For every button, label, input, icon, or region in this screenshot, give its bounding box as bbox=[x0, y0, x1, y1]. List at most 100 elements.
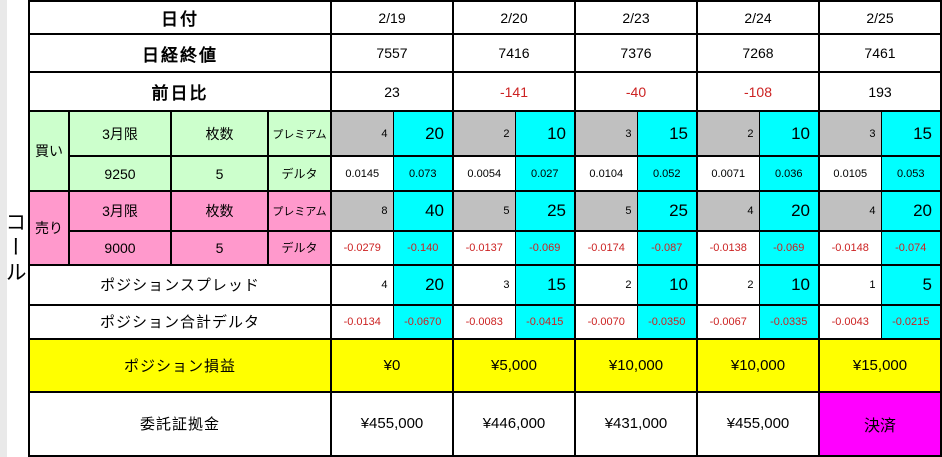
margin-cell: ¥431,000 bbox=[574, 390, 698, 457]
sell-premium-total-cell: 25 bbox=[636, 190, 698, 233]
buy-delta-unit-cell: 0.0071 bbox=[696, 155, 760, 193]
options-position-table: 日付 2/19 2/20 2/23 2/24 2/25 日経終値 7557 74… bbox=[28, 0, 942, 457]
buy-delta-total-cell: 0.052 bbox=[636, 155, 698, 193]
nikkei-close-header: 日経終値 bbox=[28, 33, 332, 74]
buy-premium-unit-cell: 2 bbox=[696, 110, 760, 158]
day-change-row: 前日比 23 -141 -40 -108 193 bbox=[28, 71, 942, 113]
spread-total-cell: 20 bbox=[392, 263, 454, 306]
buy-premium-unit-cell: 4 bbox=[330, 110, 394, 158]
date-row-header: 日付 bbox=[28, 0, 332, 36]
pnl-cell: ¥10,000 bbox=[574, 337, 698, 393]
buy-delta-unit-cell: 0.0105 bbox=[818, 155, 882, 193]
spread-total-cell: 10 bbox=[758, 263, 820, 306]
close-cell: 7557 bbox=[330, 33, 454, 74]
sell-lots-header: 枚数 bbox=[170, 190, 269, 233]
close-cell: 7416 bbox=[452, 33, 576, 74]
pnl-cell: ¥15,000 bbox=[818, 337, 942, 393]
sell-delta-total-cell: -0.069 bbox=[514, 230, 576, 266]
pnl-cell: ¥10,000 bbox=[696, 337, 820, 393]
buy-delta-row: 9250 5 デルタ 0.0145 0.073 0.0054 0.027 0.0… bbox=[29, 155, 942, 193]
change-cell: 23 bbox=[330, 71, 454, 113]
sell-premium-total-cell: 20 bbox=[880, 190, 942, 233]
total-delta-unit-cell: -0.0067 bbox=[696, 303, 760, 340]
sell-delta-label: デルタ bbox=[267, 230, 332, 266]
total-delta-total-cell: -0.0670 bbox=[392, 303, 454, 340]
buy-premium-label: プレミアム bbox=[267, 110, 332, 158]
date-cell: 2/23 bbox=[574, 0, 698, 36]
sell-premium-label: プレミアム bbox=[267, 190, 332, 233]
buy-premium-total-cell: 10 bbox=[758, 110, 820, 158]
spread-unit-cell: 4 bbox=[330, 263, 394, 306]
pnl-cell: ¥0 bbox=[330, 337, 454, 393]
sell-premium-total-cell: 20 bbox=[758, 190, 820, 233]
pnl-cell: ¥5,000 bbox=[452, 337, 576, 393]
buy-delta-total-cell: 0.036 bbox=[758, 155, 820, 193]
settlement-cell: 決済 bbox=[818, 390, 942, 457]
day-change-header: 前日比 bbox=[28, 71, 332, 113]
spread-unit-cell: 3 bbox=[452, 263, 516, 306]
sell-premium-unit-cell: 4 bbox=[696, 190, 760, 233]
call-side-label: コール bbox=[3, 210, 26, 286]
buy-delta-label: デルタ bbox=[267, 155, 332, 193]
buy-premium-unit-cell: 3 bbox=[818, 110, 882, 158]
buy-premium-total-cell: 10 bbox=[514, 110, 576, 158]
buy-premium-unit-cell: 3 bbox=[574, 110, 638, 158]
total-delta-total-cell: -0.0415 bbox=[514, 303, 576, 340]
nikkei-close-row: 日経終値 7557 7416 7376 7268 7461 bbox=[28, 33, 942, 74]
margin-row: 委託証拠金 ¥455,000 ¥446,000 ¥431,000 ¥455,00… bbox=[28, 390, 942, 457]
sell-delta-unit-cell: -0.0279 bbox=[330, 230, 394, 266]
sell-premium-unit-cell: 5 bbox=[574, 190, 638, 233]
buy-delta-total-cell: 0.053 bbox=[880, 155, 942, 193]
sell-premium-unit-cell: 5 bbox=[452, 190, 516, 233]
sell-delta-total-cell: -0.074 bbox=[880, 230, 942, 266]
buy-contract-month: 3月限 bbox=[68, 110, 172, 158]
change-cell: -40 bbox=[574, 71, 698, 113]
close-cell: 7268 bbox=[696, 33, 820, 74]
sell-premium-row: 売り 3月限 枚数 プレミアム 8 40 5 25 5 25 4 20 4 20 bbox=[28, 190, 942, 266]
sell-premium-unit-cell: 8 bbox=[330, 190, 394, 233]
position-spread-row: ポジションスプレッド 4 20 3 15 2 10 2 10 1 5 bbox=[28, 263, 942, 306]
date-cell: 2/25 bbox=[818, 0, 942, 36]
position-total-delta-row: ポジション合計デルタ -0.0134 -0.0670 -0.0083 -0.04… bbox=[28, 303, 942, 340]
change-cell: -108 bbox=[696, 71, 820, 113]
sell-contract-month: 3月限 bbox=[68, 190, 172, 233]
buy-premium-total-cell: 20 bbox=[392, 110, 454, 158]
total-delta-total-cell: -0.0215 bbox=[880, 303, 942, 340]
sell-delta-unit-cell: -0.0174 bbox=[574, 230, 638, 266]
sell-delta-row: 9000 5 デルタ -0.0279 -0.140 -0.0137 -0.069… bbox=[29, 230, 942, 266]
sell-side-label: 売り bbox=[28, 190, 70, 266]
buy-lots-header: 枚数 bbox=[170, 110, 269, 158]
buy-premium-unit-cell: 2 bbox=[452, 110, 516, 158]
total-delta-unit-cell: -0.0083 bbox=[452, 303, 516, 340]
date-cell: 2/19 bbox=[330, 0, 454, 36]
spread-unit-cell: 2 bbox=[696, 263, 760, 306]
sell-strike-cell: 9000 bbox=[68, 230, 172, 266]
total-delta-total-cell: -0.0335 bbox=[758, 303, 820, 340]
position-total-delta-header: ポジション合計デルタ bbox=[28, 303, 332, 340]
change-cell: 193 bbox=[818, 71, 942, 113]
buy-lots-cell: 5 bbox=[170, 155, 269, 193]
sell-premium-total-cell: 25 bbox=[514, 190, 576, 233]
sell-premium-unit-cell: 4 bbox=[818, 190, 882, 233]
total-delta-unit-cell: -0.0134 bbox=[330, 303, 394, 340]
position-spread-header: ポジションスプレッド bbox=[28, 263, 332, 306]
spread-total-cell: 5 bbox=[880, 263, 942, 306]
sell-delta-unit-cell: -0.0138 bbox=[696, 230, 760, 266]
sell-delta-unit-cell: -0.0137 bbox=[452, 230, 516, 266]
buy-premium-row: 買い 3月限 枚数 プレミアム 4 20 2 10 3 15 2 10 3 15 bbox=[28, 110, 942, 193]
buy-delta-unit-cell: 0.0104 bbox=[574, 155, 638, 193]
sell-delta-total-cell: -0.069 bbox=[758, 230, 820, 266]
left-edge-strip bbox=[0, 0, 7, 457]
buy-delta-total-cell: 0.073 bbox=[392, 155, 454, 193]
spread-unit-cell: 1 bbox=[818, 263, 882, 306]
buy-premium-total-cell: 15 bbox=[880, 110, 942, 158]
buy-delta-unit-cell: 0.0145 bbox=[330, 155, 394, 193]
margin-cell: ¥455,000 bbox=[330, 390, 454, 457]
position-pnl-row: ポジション損益 ¥0 ¥5,000 ¥10,000 ¥10,000 ¥15,00… bbox=[28, 337, 942, 393]
margin-cell: ¥455,000 bbox=[696, 390, 820, 457]
total-delta-unit-cell: -0.0043 bbox=[818, 303, 882, 340]
buy-premium-total-cell: 15 bbox=[636, 110, 698, 158]
margin-cell: ¥446,000 bbox=[452, 390, 576, 457]
buy-delta-total-cell: 0.027 bbox=[514, 155, 576, 193]
buy-delta-unit-cell: 0.0054 bbox=[452, 155, 516, 193]
